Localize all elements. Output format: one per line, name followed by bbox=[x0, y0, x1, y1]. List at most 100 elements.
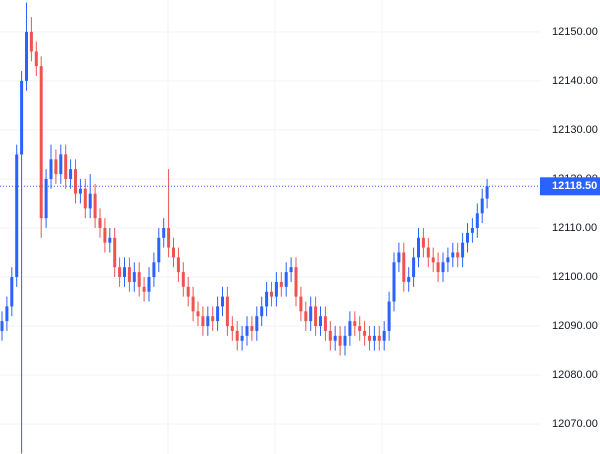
candle-body bbox=[176, 257, 180, 273]
candle-body bbox=[245, 326, 249, 336]
candle-body bbox=[0, 321, 4, 331]
y-tick-label: 12090.00 bbox=[552, 320, 598, 332]
candle-body bbox=[103, 227, 107, 243]
last-price-label: 12118.50 bbox=[552, 180, 597, 192]
candle-body bbox=[201, 316, 205, 327]
candle-body bbox=[270, 291, 273, 297]
candle-body bbox=[25, 31, 28, 81]
candle-body bbox=[392, 262, 396, 302]
candle-body bbox=[78, 188, 82, 194]
candle-body bbox=[426, 247, 430, 258]
candle-body bbox=[181, 272, 185, 287]
y-tick-label: 12100.00 bbox=[552, 271, 598, 283]
candle-body bbox=[20, 80, 24, 155]
candle-body bbox=[230, 326, 234, 331]
candle-body bbox=[172, 247, 175, 258]
candle-body bbox=[69, 169, 73, 179]
candle-body bbox=[451, 252, 455, 258]
candle-body bbox=[196, 311, 200, 317]
candle-body bbox=[485, 186, 489, 199]
candle-body bbox=[142, 286, 146, 292]
candle-body bbox=[382, 330, 386, 341]
candle-body bbox=[417, 237, 420, 258]
candle-body bbox=[363, 330, 367, 336]
candle-body bbox=[5, 306, 9, 322]
y-tick-label: 12140.00 bbox=[552, 75, 598, 87]
candle-body bbox=[137, 272, 141, 287]
candle-body bbox=[377, 335, 381, 341]
candle-body bbox=[98, 218, 102, 228]
candle-body bbox=[353, 321, 357, 327]
candle-body bbox=[34, 51, 38, 67]
candle-body bbox=[221, 296, 224, 307]
candle-body bbox=[260, 306, 264, 317]
candle-body bbox=[456, 252, 460, 258]
candle-body bbox=[157, 237, 161, 263]
candle-body bbox=[309, 306, 313, 322]
candle-body bbox=[441, 262, 445, 273]
candle-body bbox=[265, 291, 269, 307]
candle-body bbox=[44, 178, 48, 219]
candle-body bbox=[88, 193, 92, 209]
candle-body bbox=[299, 296, 303, 312]
candle-body bbox=[167, 227, 171, 248]
candle-body bbox=[147, 277, 151, 292]
last-price-box bbox=[540, 177, 600, 196]
candle-body bbox=[314, 306, 318, 327]
candle-body bbox=[466, 232, 469, 243]
candle-body bbox=[64, 154, 68, 179]
candle-body bbox=[152, 262, 156, 278]
candle-body bbox=[333, 335, 337, 341]
candle-body bbox=[216, 306, 220, 322]
candle-body bbox=[304, 311, 308, 322]
vertical-grid bbox=[167, 0, 383, 454]
candle-body bbox=[372, 335, 376, 341]
candle-body bbox=[93, 193, 97, 219]
candle-body bbox=[348, 321, 352, 336]
candle-body bbox=[162, 227, 166, 238]
candle-body bbox=[274, 281, 278, 297]
candle-body bbox=[10, 277, 14, 307]
candle-body bbox=[446, 257, 450, 263]
candle-body bbox=[412, 257, 416, 278]
candle-body bbox=[15, 154, 19, 278]
candle-body bbox=[397, 252, 401, 263]
candle-body bbox=[250, 326, 254, 331]
candle-body bbox=[402, 252, 406, 282]
candle-body bbox=[480, 198, 484, 214]
candle-body bbox=[358, 326, 362, 331]
candle-body bbox=[319, 316, 322, 327]
y-tick-label: 12130.00 bbox=[552, 124, 598, 136]
y-tick-label: 12070.00 bbox=[552, 418, 598, 430]
candle-body bbox=[235, 330, 239, 341]
candle-body bbox=[132, 272, 136, 282]
candle-body bbox=[343, 335, 347, 346]
candle-body bbox=[113, 237, 117, 268]
candle-body bbox=[54, 159, 58, 175]
candle-body bbox=[284, 272, 288, 287]
candle-body bbox=[323, 316, 327, 331]
candle-body bbox=[431, 257, 435, 263]
candle-body bbox=[211, 316, 215, 322]
candle-body bbox=[470, 227, 474, 233]
candle-body bbox=[225, 296, 229, 327]
candle-body bbox=[108, 237, 112, 243]
candle-body bbox=[59, 154, 63, 175]
y-tick-label: 12150.00 bbox=[552, 26, 598, 38]
candle-body bbox=[289, 267, 293, 273]
candle-body bbox=[436, 262, 440, 273]
candle-body bbox=[338, 335, 342, 346]
candle-body bbox=[240, 335, 244, 341]
candle-body bbox=[39, 66, 43, 219]
candle-body bbox=[206, 316, 210, 327]
candle-body bbox=[123, 267, 126, 278]
candle-body bbox=[255, 316, 259, 331]
candle-body bbox=[191, 296, 195, 312]
candle-body bbox=[328, 330, 332, 341]
y-tick-label: 12110.00 bbox=[552, 222, 597, 234]
candle-body bbox=[127, 267, 131, 282]
candle-body bbox=[475, 213, 479, 228]
candle-body bbox=[83, 188, 87, 209]
candle-body bbox=[74, 169, 77, 194]
candle-body bbox=[186, 286, 190, 297]
